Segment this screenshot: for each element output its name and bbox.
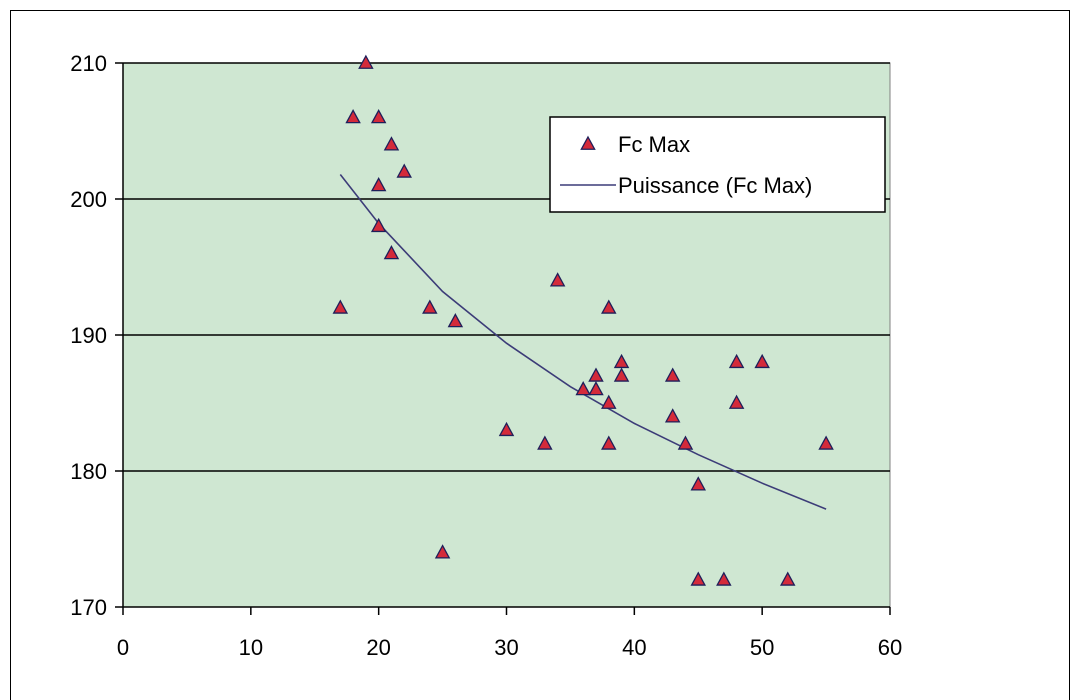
data-point-19 xyxy=(601,394,617,409)
data-markers xyxy=(332,54,834,586)
data-point-23 xyxy=(664,367,681,382)
data-point-13 xyxy=(537,435,553,450)
gridlines xyxy=(123,62,890,472)
data-point-14 xyxy=(549,272,566,287)
data-point-18 xyxy=(601,299,617,314)
data-point-1 xyxy=(345,109,361,124)
data-point-20 xyxy=(601,435,617,450)
x-tick-label-20: 20 xyxy=(366,635,390,660)
x-tick-label-60: 60 xyxy=(878,635,902,660)
x-tick-label-40: 40 xyxy=(622,635,646,660)
data-point-11 xyxy=(447,313,464,328)
data-point-15 xyxy=(575,381,591,396)
data-point-6 xyxy=(383,136,400,151)
data-point-26 xyxy=(690,476,706,491)
tick-labels: 170 180 190 200 210 0 10 20 30 40 50 60 xyxy=(70,51,902,660)
y-tick-label-200: 200 xyxy=(70,187,107,212)
data-point-8 xyxy=(396,163,412,178)
data-point-30 xyxy=(728,394,745,409)
legend-label-trend: Puissance (Fc Max) xyxy=(618,173,812,198)
data-point-7 xyxy=(383,245,400,260)
y-tick-label-180: 180 xyxy=(70,459,107,484)
y-tick-label-170: 170 xyxy=(70,595,107,620)
data-point-17 xyxy=(588,381,604,396)
data-point-27 xyxy=(690,571,706,586)
trend-line xyxy=(339,174,827,510)
data-point-29 xyxy=(728,353,745,369)
data-point-28 xyxy=(716,571,732,586)
data-point-2 xyxy=(358,54,374,69)
data-point-22 xyxy=(613,367,630,382)
legend-box xyxy=(549,116,886,213)
data-point-24 xyxy=(664,408,681,423)
x-tick-label-50: 50 xyxy=(750,635,774,660)
legend-marker-fc-max xyxy=(580,135,596,150)
legend-label-fc-max: Fc Max xyxy=(618,132,690,157)
y-tick-label-210: 210 xyxy=(70,51,107,76)
chart-frame xyxy=(10,10,1070,700)
y-tick-label-190: 190 xyxy=(70,323,107,348)
data-point-12 xyxy=(498,421,515,437)
data-point-9 xyxy=(422,299,438,314)
legend: Fc Max Puissance (Fc Max) xyxy=(549,116,886,213)
data-point-31 xyxy=(754,353,770,369)
data-point-4 xyxy=(370,177,387,192)
data-point-5 xyxy=(370,217,387,233)
x-tick-label-30: 30 xyxy=(494,635,518,660)
data-point-32 xyxy=(779,571,796,586)
axes xyxy=(115,62,891,615)
x-tick-label-10: 10 xyxy=(239,635,263,660)
data-point-10 xyxy=(434,544,451,559)
x-tick-label-0: 0 xyxy=(117,635,129,660)
data-point-0 xyxy=(332,299,349,314)
data-point-33 xyxy=(818,435,834,450)
data-point-25 xyxy=(677,435,694,450)
data-point-3 xyxy=(370,109,387,124)
